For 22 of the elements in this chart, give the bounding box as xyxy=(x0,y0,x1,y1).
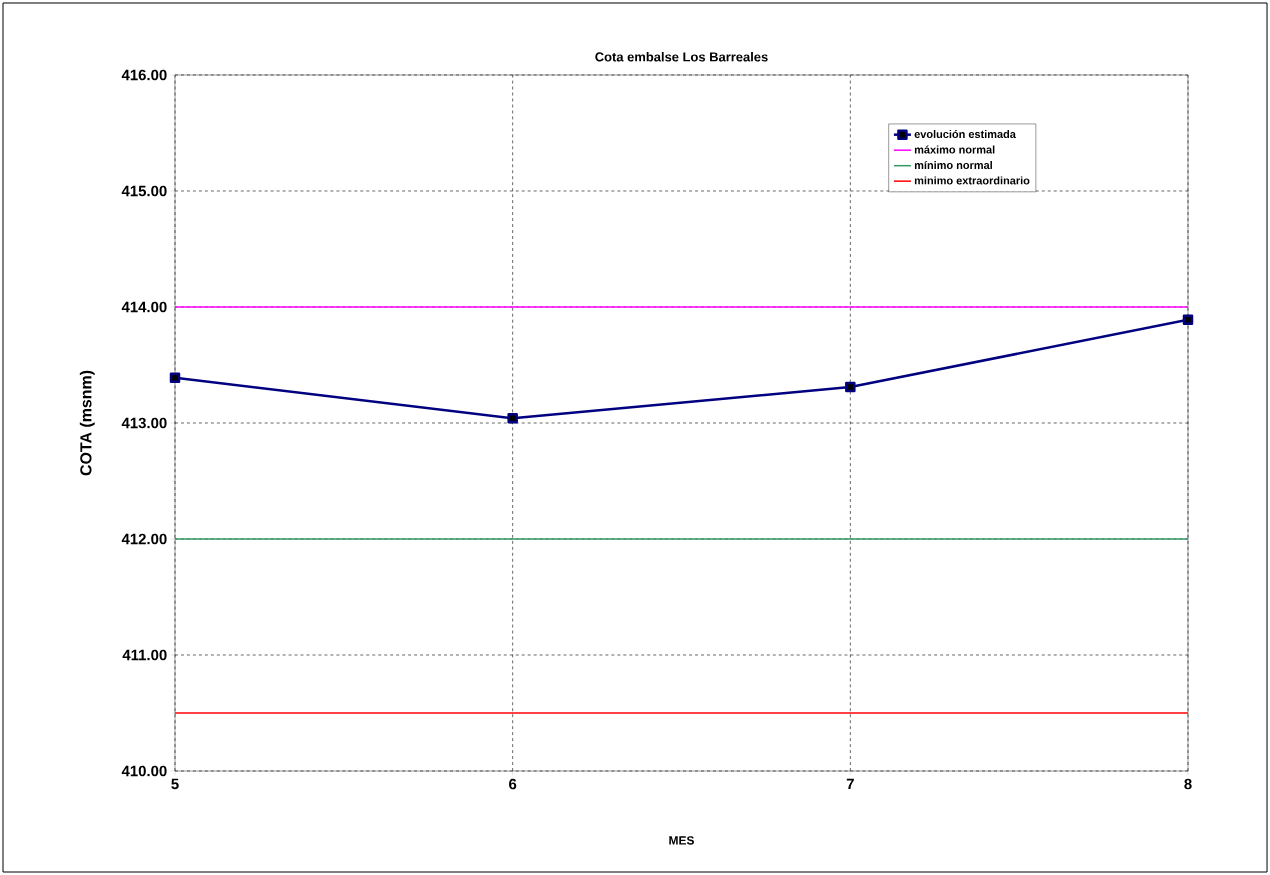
y-tick-label: 411.00 xyxy=(122,649,167,661)
x-axis-title: MES xyxy=(669,836,694,845)
x-tick-label: 6 xyxy=(509,778,517,790)
y-tick-label: 415.00 xyxy=(121,185,167,197)
y-tick-label: 412.00 xyxy=(121,533,167,545)
legend-label: mínimo normal xyxy=(914,160,992,170)
chart-title: Cota embalse Los Barreales xyxy=(595,51,768,62)
y-tick-label: 414.00 xyxy=(121,301,167,313)
point xyxy=(845,381,856,393)
legend-label: evolución estimada xyxy=(914,129,1016,139)
x-tick-label: 7 xyxy=(846,778,854,790)
point xyxy=(169,372,181,384)
y-tick-label: 410.00 xyxy=(121,765,167,777)
y-tick-label: 416.00 xyxy=(121,69,167,81)
legend-label: máximo normal xyxy=(914,145,995,154)
x-tick-label: 8 xyxy=(1184,778,1192,790)
legend-label: minimo extraordinario xyxy=(914,176,1030,185)
y-tick-label: 413.00 xyxy=(121,417,167,429)
y-axis-title: COTA (msnm) xyxy=(79,370,95,476)
x-tick-label: 5 xyxy=(171,778,179,790)
point xyxy=(507,413,518,424)
point xyxy=(1182,314,1194,326)
